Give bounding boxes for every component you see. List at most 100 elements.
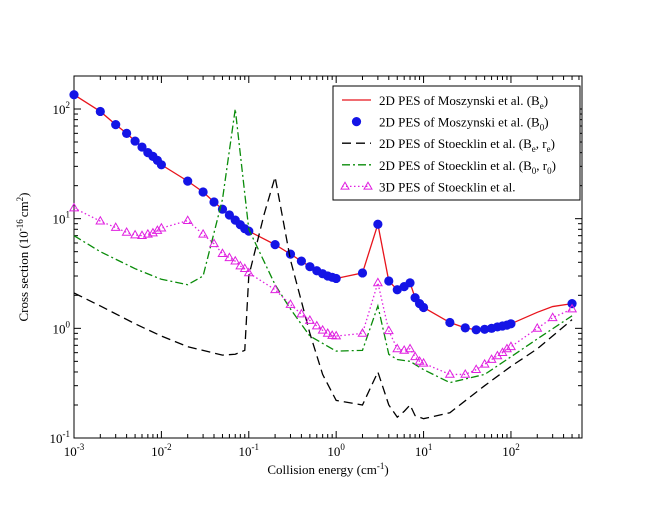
data-point [444, 369, 455, 378]
data-point [399, 344, 410, 354]
data-point [296, 308, 307, 318]
data-point [322, 327, 333, 337]
data-point [547, 312, 558, 322]
data-point [130, 229, 141, 239]
x-tick-label: 101 [415, 442, 433, 459]
data-point [479, 358, 490, 368]
legend-label: 2D PES of Moszynski et al. (B0) [379, 115, 549, 133]
data-point [68, 202, 80, 212]
data-point [217, 248, 228, 257]
legend-label: 2D PES of Stoecklin et al. (B0, r0) [379, 158, 556, 176]
data-point [392, 285, 402, 295]
data-point [357, 327, 368, 337]
data-point [566, 303, 578, 313]
data-point [198, 187, 208, 197]
x-tick-label: 102 [502, 442, 519, 459]
legend-label: 3D PES of Stoecklin et al. [379, 179, 516, 194]
data-point [331, 330, 342, 340]
data-point [410, 351, 421, 361]
data-point [383, 325, 394, 335]
y-axis-label: Cross section (10-16cm2) [15, 192, 31, 321]
data-point [183, 176, 193, 186]
data-point [270, 240, 280, 250]
data-point [305, 262, 315, 272]
data-point [122, 128, 132, 138]
data-point [418, 357, 429, 367]
data-point [471, 325, 481, 335]
data-point [480, 324, 490, 334]
y-tick-label: 102 [53, 100, 71, 117]
data-point [147, 227, 158, 237]
data-point [414, 355, 425, 365]
data-point [243, 267, 254, 277]
data-point [136, 230, 148, 240]
y-tick-label: 101 [53, 210, 71, 227]
data-point [501, 343, 513, 353]
data-point [331, 273, 341, 284]
series-line [73, 108, 573, 384]
axis-tick-labels: 10-3 10-2 10-1 100 101 102 10-1 100 101 102 [50, 100, 520, 459]
data-point [296, 256, 306, 266]
series-layer [68, 90, 578, 420]
data-point [152, 225, 163, 234]
data-point [532, 322, 543, 332]
data-point [130, 136, 140, 146]
data-point [471, 364, 482, 374]
data-point [209, 197, 219, 207]
data-point [445, 317, 455, 328]
y-tick-label: 100 [53, 319, 71, 336]
data-point [285, 299, 296, 308]
data-point [505, 341, 517, 351]
data-point [95, 106, 105, 117]
series-2 [69, 90, 577, 335]
data-point [95, 215, 106, 225]
legend-box [332, 85, 581, 201]
data-point [373, 219, 383, 229]
data-point [230, 255, 241, 265]
series-3 [73, 176, 573, 420]
data-point [69, 90, 79, 100]
data-point [121, 226, 132, 236]
data-point [239, 263, 250, 273]
data-point [110, 222, 121, 231]
legend-marker [351, 117, 362, 127]
series-5 [68, 202, 578, 378]
series-4 [73, 108, 573, 384]
data-point [270, 284, 281, 294]
x-tick-label: 10-2 [151, 442, 172, 459]
data-point [304, 315, 315, 324]
data-point [405, 278, 415, 288]
data-point [156, 222, 167, 232]
data-point [506, 319, 516, 329]
data-point [392, 343, 403, 353]
x-tick-label: 10-1 [239, 442, 260, 459]
data-point [357, 268, 368, 278]
series-line [73, 176, 573, 420]
data-point [182, 215, 193, 224]
data-point [317, 324, 328, 334]
x-axis-label: Collision energy (cm-1) [267, 461, 388, 477]
legend-marker [363, 181, 373, 190]
data-point [384, 276, 394, 286]
data-point [460, 323, 470, 333]
data-point [137, 142, 147, 152]
data-point [235, 260, 246, 270]
series-line [73, 207, 573, 376]
legend-label: 2D PES of Moszynski et al. (Be) [379, 93, 548, 111]
data-point [460, 369, 471, 378]
legend-label: 2D PES of Stoecklin et al. (Be, re) [379, 136, 555, 154]
data-point [372, 277, 383, 287]
y-tick-label: 10-1 [50, 429, 71, 446]
data-point [311, 320, 322, 330]
x-tick-label: 10-3 [64, 442, 85, 459]
axis-ticks [73, 75, 582, 439]
data-point [285, 249, 296, 259]
data-point [156, 160, 166, 170]
x-tick-label: 100 [327, 442, 345, 459]
data-point [224, 252, 235, 262]
data-point [111, 120, 121, 130]
legend: 2D PES of Moszynski et al. (Be) 2D PES of… [332, 85, 581, 201]
data-point [404, 343, 416, 353]
data-point [208, 238, 220, 248]
